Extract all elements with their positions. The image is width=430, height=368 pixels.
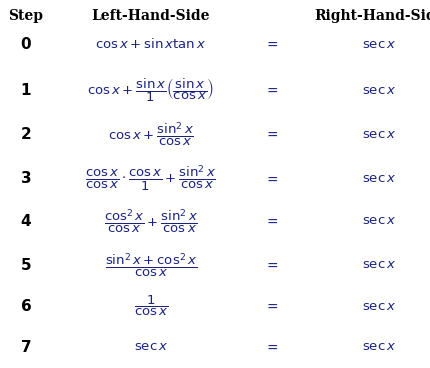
Text: $\sec x$: $\sec x$ (361, 214, 396, 227)
Text: $\mathbf{5}$: $\mathbf{5}$ (20, 257, 31, 273)
Text: $\sec x$: $\sec x$ (361, 84, 396, 97)
Text: $=$: $=$ (264, 258, 278, 272)
Text: $\dfrac{1}{\cos x}$: $\dfrac{1}{\cos x}$ (133, 294, 168, 318)
Text: Right-Hand-Side: Right-Hand-Side (313, 9, 430, 23)
Text: $\mathbf{6}$: $\mathbf{6}$ (20, 298, 32, 314)
Text: $\sec x$: $\sec x$ (133, 340, 168, 353)
Text: $=$: $=$ (264, 83, 278, 97)
Text: $\cos x + \dfrac{\sin^2 x}{\cos x}$: $\cos x + \dfrac{\sin^2 x}{\cos x}$ (108, 120, 194, 148)
Text: $\dfrac{\cos^2 x}{\cos x} + \dfrac{\sin^2 x}{\cos x}$: $\dfrac{\cos^2 x}{\cos x} + \dfrac{\sin^… (104, 207, 197, 235)
Text: $=$: $=$ (264, 171, 278, 185)
Text: $=$: $=$ (264, 214, 278, 228)
Text: $\sec x$: $\sec x$ (361, 128, 396, 141)
Text: $\dfrac{\sin^2 x + \cos^2 x}{\cos x}$: $\dfrac{\sin^2 x + \cos^2 x}{\cos x}$ (104, 251, 197, 279)
Text: $\mathbf{3}$: $\mathbf{3}$ (20, 170, 31, 187)
Text: $\mathbf{2}$: $\mathbf{2}$ (20, 126, 31, 142)
Text: $=$: $=$ (264, 127, 278, 141)
Text: $\sec x$: $\sec x$ (361, 300, 396, 313)
Text: $\mathbf{0}$: $\mathbf{0}$ (20, 36, 32, 52)
Text: $\sec x$: $\sec x$ (361, 172, 396, 185)
Text: $=$: $=$ (264, 299, 278, 313)
Text: $\mathbf{7}$: $\mathbf{7}$ (20, 339, 31, 355)
Text: $\dfrac{\cos x}{\cos x} \cdot \dfrac{\cos x}{1} + \dfrac{\sin^2 x}{\cos x}$: $\dfrac{\cos x}{\cos x} \cdot \dfrac{\co… (85, 164, 216, 193)
Text: $\sec x$: $\sec x$ (361, 340, 396, 353)
Text: $\sec x$: $\sec x$ (361, 38, 396, 51)
Text: $\mathbf{4}$: $\mathbf{4}$ (20, 213, 32, 229)
Text: $=$: $=$ (264, 37, 278, 51)
Text: Left-Hand-Side: Left-Hand-Side (92, 9, 209, 23)
Text: $\mathbf{1}$: $\mathbf{1}$ (20, 82, 31, 98)
Text: $=$: $=$ (264, 340, 278, 354)
Text: $\cos x + \sin x\tan x$: $\cos x + \sin x\tan x$ (95, 37, 206, 51)
Text: Step: Step (8, 9, 43, 23)
Text: $\sec x$: $\sec x$ (361, 258, 396, 272)
Text: $\cos x + \dfrac{\sin x}{1}\left(\dfrac{\sin x}{\cos x}\right)$: $\cos x + \dfrac{\sin x}{1}\left(\dfrac{… (87, 76, 214, 104)
